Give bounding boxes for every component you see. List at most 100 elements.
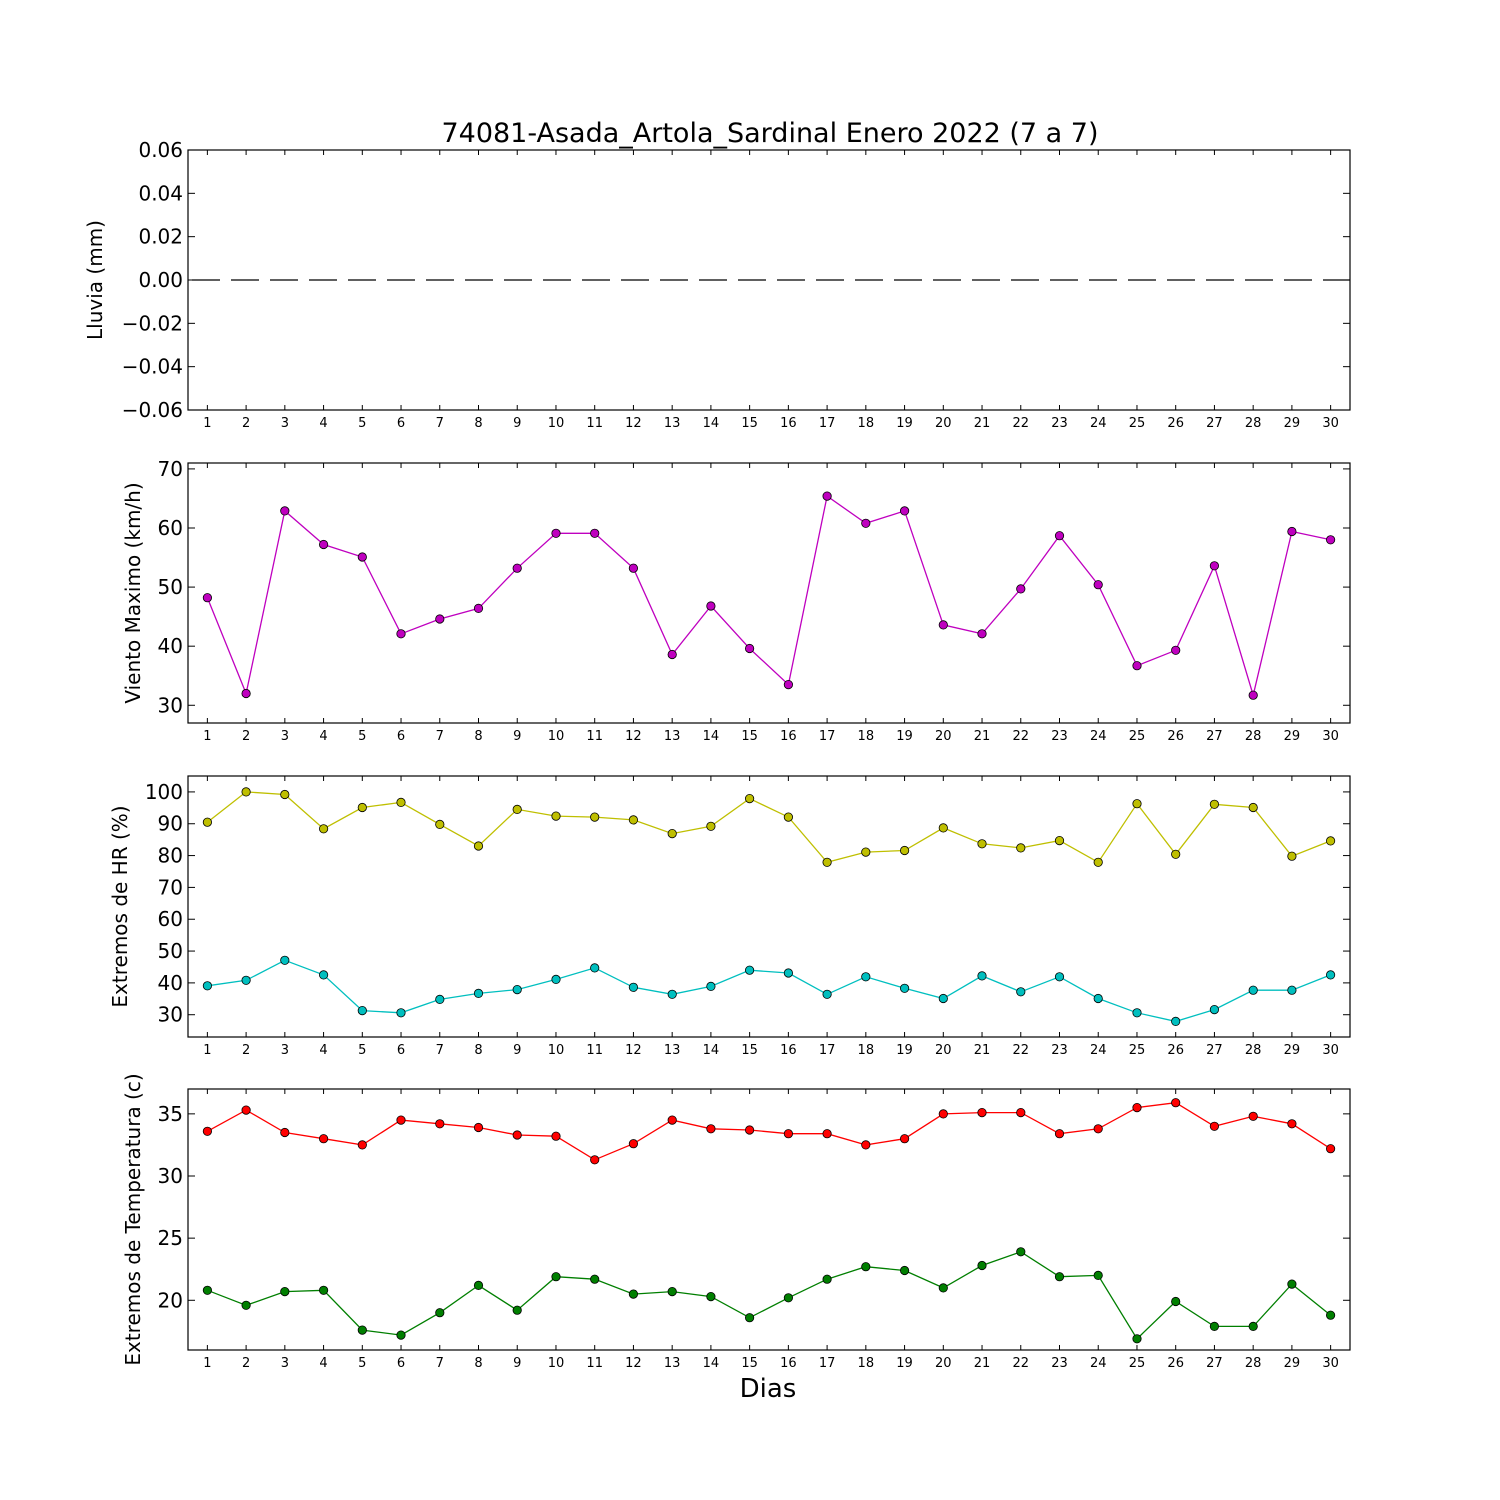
x-tick-label: 9 <box>513 1356 521 1371</box>
data-point <box>706 821 716 831</box>
x-tick-label: 25 <box>1129 729 1146 744</box>
x-tick-label: 17 <box>819 1043 836 1058</box>
x-tick-label: 20 <box>935 729 952 744</box>
series-line <box>206 494 1331 698</box>
x-tick-label: 19 <box>896 1356 913 1371</box>
y-axis-label: Lluvia (mm) <box>83 220 107 340</box>
data-point <box>628 1289 639 1299</box>
data-point <box>861 1262 871 1272</box>
data-point <box>899 1265 910 1276</box>
x-tick-label: 2 <box>242 1356 250 1371</box>
data-point <box>396 629 406 639</box>
axes-frame <box>187 1088 1351 1351</box>
x-tick-label: 26 <box>1167 1356 1184 1371</box>
data-point <box>1054 1129 1065 1139</box>
data-point <box>783 679 794 690</box>
data-point <box>551 974 561 985</box>
data-point <box>1287 985 1297 995</box>
x-tick-label: 8 <box>474 1356 482 1371</box>
x-tick-label: 9 <box>513 416 521 431</box>
y-tick-label: 40 <box>158 634 183 658</box>
data-point <box>357 1140 367 1150</box>
subplot-1: 1 2 3 4 5 6 7 8 9 10 11 12 13 14 15 16 17 18 19 20 21 22 23 24 2… <box>83 138 1351 431</box>
data-point <box>1287 851 1297 861</box>
series-line <box>207 1102 1331 1161</box>
data-point <box>1287 526 1297 537</box>
data-point <box>1326 836 1336 846</box>
data-point <box>628 982 639 992</box>
axes-frame <box>187 462 1351 724</box>
data-point <box>977 971 987 981</box>
data-point <box>590 963 600 973</box>
data-point <box>977 839 987 849</box>
x-tick-label: 9 <box>513 1043 521 1058</box>
data-point <box>1209 561 1220 571</box>
x-tick-label: 25 <box>1129 416 1146 431</box>
data-point <box>435 614 445 624</box>
data-point <box>473 1280 484 1291</box>
x-tick-label: 4 <box>319 729 327 744</box>
data-point <box>1248 1321 1258 1332</box>
x-tick-label: 7 <box>436 729 444 744</box>
data-point <box>1132 1334 1142 1344</box>
x-tick-label: 28 <box>1245 729 1262 744</box>
y-axis-label: Extremos de Temperatura (c) <box>121 1073 145 1365</box>
x-tick-label: 22 <box>1012 416 1029 431</box>
y-tick-label: 100 <box>145 780 183 804</box>
x-tick-label: 7 <box>436 1356 444 1371</box>
data-point <box>628 563 639 573</box>
x-tick-label: 11 <box>586 729 603 744</box>
x-tick-label: 2 <box>242 416 250 431</box>
data-point <box>280 955 290 965</box>
data-point <box>473 603 484 614</box>
x-tick-label: 12 <box>625 1356 642 1371</box>
x-tick-label: 23 <box>1051 1356 1068 1371</box>
x-tick-label: 2 <box>242 1043 250 1058</box>
data-point <box>202 1285 212 1295</box>
data-point <box>1287 1279 1297 1289</box>
y-tick-label: 0.02 <box>138 225 183 249</box>
x-tick-label: 1 <box>203 1356 211 1371</box>
y-tick-label: 80 <box>158 844 183 868</box>
data-point <box>706 981 716 992</box>
data-point <box>551 528 561 538</box>
x-tick-label: 19 <box>896 1043 913 1058</box>
data-point <box>202 593 212 603</box>
data-point <box>396 797 406 808</box>
x-tick-label: 29 <box>1284 1043 1301 1058</box>
data-point <box>1248 985 1258 995</box>
x-tick-label: 3 <box>281 1356 289 1371</box>
x-tick-label: 4 <box>319 1043 327 1058</box>
x-tick-label: 14 <box>703 1356 720 1371</box>
x-tick-label: 24 <box>1090 729 1107 744</box>
x-tick-label: 26 <box>1167 1043 1184 1058</box>
x-tick-label: 27 <box>1206 1043 1223 1058</box>
data-point <box>706 1292 716 1302</box>
x-tick-label: 5 <box>358 729 366 744</box>
data-point <box>396 1008 406 1018</box>
x-tick-label: 3 <box>281 729 289 744</box>
x-tick-label: 17 <box>819 416 836 431</box>
x-tick-label: 5 <box>358 1043 366 1058</box>
data-point <box>783 968 794 978</box>
y-tick-label: 60 <box>158 516 183 540</box>
y-tick-label: −0.04 <box>122 355 183 379</box>
data-point <box>1209 799 1220 809</box>
x-tick-label: 9 <box>513 729 521 744</box>
y-tick-label: 0.06 <box>138 138 183 162</box>
x-tick-label: 10 <box>548 1356 565 1371</box>
data-point <box>1326 1310 1336 1320</box>
data-point <box>977 629 987 639</box>
data-point <box>1132 1008 1142 1018</box>
x-tick-label: 1 <box>203 416 211 431</box>
x-tick-label: 10 <box>548 1043 565 1058</box>
series-1 <box>202 787 1336 867</box>
data-point <box>202 1126 212 1136</box>
x-tick-label: 15 <box>741 1356 758 1371</box>
data-point <box>318 970 329 980</box>
y-tick-label: 30 <box>158 693 183 717</box>
data-point <box>861 847 871 857</box>
x-tick-label: 26 <box>1167 729 1184 744</box>
data-point <box>357 1005 367 1016</box>
x-tick-label: 27 <box>1206 729 1223 744</box>
